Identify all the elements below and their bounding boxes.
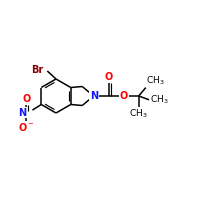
Text: O: O [22, 94, 31, 104]
Text: Br: Br [31, 65, 44, 75]
Text: O: O [120, 91, 128, 101]
Text: N: N [18, 108, 26, 117]
Text: O: O [105, 72, 113, 82]
Text: CH$_3$: CH$_3$ [146, 75, 165, 87]
Text: CH$_3$: CH$_3$ [129, 107, 148, 120]
Text: N: N [90, 91, 98, 101]
Text: O$^-$: O$^-$ [18, 121, 35, 133]
Text: CH$_3$: CH$_3$ [150, 94, 168, 106]
